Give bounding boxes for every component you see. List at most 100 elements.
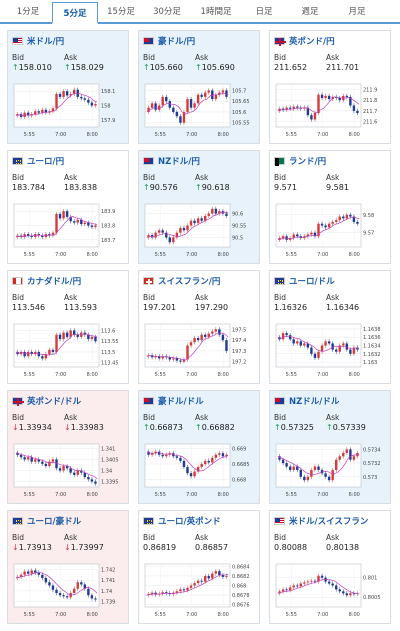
candle-body bbox=[80, 96, 83, 99]
tab-weekly[interactable]: 週足 bbox=[301, 7, 319, 17]
price-chart[interactable]: 197.5 197.4 197.3 197.2 5:55 7:00 8:00 bbox=[143, 321, 256, 379]
candle-body bbox=[204, 334, 207, 337]
bid-label: Bid bbox=[12, 413, 24, 422]
price-chart[interactable]: 90.6 90.55 90.5 5:55 7:00 8:00 bbox=[143, 201, 256, 259]
x-tick-label: 5:55 bbox=[24, 252, 35, 258]
pair-title[interactable]: カナダドル/円 bbox=[12, 275, 81, 287]
currency-card[interactable]: ユーロ/円 Bid Ask 183.784 183.838 183.9 183.8… bbox=[7, 150, 129, 264]
pair-name[interactable]: 豪ドル/円 bbox=[158, 37, 196, 47]
tab-5min[interactable]: 5分足 bbox=[52, 2, 98, 24]
pair-name[interactable]: 英ポンド/ドル bbox=[27, 397, 82, 407]
pair-name[interactable]: 豪ドル/ドル bbox=[158, 397, 204, 407]
currency-card[interactable]: 英ポンド/円 Bid Ask 211.652 211.701 211.9 211.… bbox=[269, 30, 391, 144]
pair-name[interactable]: ユーロ/円 bbox=[27, 157, 65, 167]
bid-label: Bid bbox=[143, 533, 155, 542]
tab-daily[interactable]: 日足 bbox=[255, 7, 273, 17]
price-chart[interactable]: 0.669 0.6685 0.668 5:55 7:00 8:00 bbox=[143, 441, 256, 499]
candle-body bbox=[172, 107, 175, 112]
price-chart[interactable]: 105.7 105.65 105.6 105.55 5:55 7:00 8:00 bbox=[143, 81, 256, 139]
price-chart[interactable]: 0.801 0.8005 5:55 7:00 8:00 bbox=[274, 561, 387, 619]
price-chart[interactable]: 0.5734 0.5732 0.573 5:55 7:00 6:00 bbox=[274, 441, 387, 499]
tab-15min[interactable]: 15分足 bbox=[107, 7, 135, 17]
currency-card[interactable]: 英ポンド/ドル Bid Ask ↓1.33934 ↓1.33983 1.341 1… bbox=[7, 390, 129, 504]
tab-1hour[interactable]: 1時間足 bbox=[200, 7, 232, 17]
currency-card[interactable]: ユーロ/英ポンド Bid Ask 0.86819 0.86857 0.8684 0… bbox=[138, 510, 260, 624]
pair-name[interactable]: 米ドル/スイスフラン bbox=[289, 517, 369, 527]
bid-label: Bid bbox=[274, 53, 286, 62]
pair-name[interactable]: ユーロ/英ポンド bbox=[158, 517, 221, 527]
pair-name[interactable]: カナダドル/円 bbox=[27, 277, 82, 287]
y-tick-label: 113.5 bbox=[101, 350, 115, 356]
y-tick-label: 1.1634 bbox=[363, 344, 381, 350]
currency-card[interactable]: ユーロ/豪ドル Bid Ask ↓1.73913 ↓1.73997 1.742 1… bbox=[7, 510, 129, 624]
currency-card[interactable]: ランド/円 Bid Ask 9.571 9.581 9.58 9.57 5:55 7:… bbox=[269, 150, 391, 264]
price-chart[interactable]: 211.9 211.8 211.7 211.6 5:55 7:00 8:00 bbox=[274, 81, 387, 139]
pair-name[interactable]: NZドル/ドル bbox=[289, 397, 340, 407]
price-chart[interactable]: 183.9 183.8 183.7 5:55 7:00 8:00 bbox=[12, 201, 125, 259]
pair-name[interactable]: ユーロ/ドル bbox=[289, 277, 335, 287]
pair-title[interactable]: ユーロ/ドル bbox=[274, 275, 335, 287]
pair-title[interactable]: NZドル/ドル bbox=[274, 395, 339, 407]
price-chart[interactable]: 1.742 1.741 1.74 1.739 5:55 7:00 8:00 bbox=[12, 561, 125, 619]
pair-title[interactable]: 豪ドル/円 bbox=[143, 35, 195, 47]
candle-body bbox=[320, 575, 324, 578]
price-chart[interactable]: 1.341 1.3405 1.34 1.3395 5:55 7:00 8:00 bbox=[12, 441, 125, 499]
candle-body bbox=[288, 466, 292, 470]
candle-body bbox=[26, 112, 30, 116]
price-chart[interactable]: 0.8684 0.8682 0.868 0.8678 0.8676 5:55 7:00 8:0… bbox=[143, 561, 256, 619]
price-chart[interactable]: 9.58 9.57 5:55 7:00 8:00 bbox=[274, 201, 387, 259]
pair-title[interactable]: ユーロ/豪ドル bbox=[12, 515, 81, 527]
moving-average-line bbox=[277, 335, 360, 352]
pair-title[interactable]: ランド/円 bbox=[274, 155, 326, 167]
pair-title[interactable]: ユーロ/円 bbox=[12, 155, 64, 167]
candle-body bbox=[189, 99, 193, 108]
candle-body bbox=[352, 105, 356, 111]
candle-body bbox=[186, 99, 189, 112]
candle-body bbox=[285, 463, 288, 467]
pair-title[interactable]: 米ドル/円 bbox=[12, 35, 64, 47]
currency-card[interactable]: カナダドル/円 Bid Ask 113.546 113.593 113.6 113… bbox=[7, 270, 129, 384]
moving-average-line bbox=[146, 93, 229, 115]
currency-card[interactable]: 豪ドル/ドル Bid Ask ↑0.66873 ↑0.66882 0.669 0.… bbox=[138, 390, 260, 504]
up-arrow-icon: ↑ bbox=[195, 63, 202, 72]
price-chart[interactable]: 158.1 158 157.9 5:55 7:00 8:00 bbox=[12, 81, 125, 139]
pair-name[interactable]: ユーロ/豪ドル bbox=[27, 517, 82, 527]
candle-body bbox=[331, 96, 334, 100]
tab-30min[interactable]: 30分足 bbox=[153, 7, 181, 17]
tab-monthly[interactable]: 月足 bbox=[348, 7, 366, 17]
candle-body bbox=[310, 347, 313, 354]
candle-body bbox=[193, 583, 196, 586]
candle-body bbox=[186, 225, 189, 231]
candle-body bbox=[186, 467, 189, 474]
chart-svg: 105.7 105.65 105.6 105.55 5:55 7:00 8:00 bbox=[144, 83, 250, 138]
currency-card[interactable]: スイスフラン/円 Bid Ask 197.201 197.290 197.5 19… bbox=[138, 270, 260, 384]
pair-title[interactable]: 米ドル/スイスフラン bbox=[274, 515, 368, 527]
currency-card[interactable]: 米ドル/円 Bid Ask ↑158.010 ↑158.029 158.1 158… bbox=[7, 30, 129, 144]
price-chart[interactable]: 1.1638 1.1636 1.1634 1.1632 1.163 5:55 7:00 8:0… bbox=[274, 321, 387, 379]
price-chart[interactable]: 113.6 113.55 113.5 113.45 5:55 7:00 8:00 bbox=[12, 321, 125, 379]
currency-card[interactable]: 米ドル/スイスフラン Bid Ask 0.80088 0.80138 0.801… bbox=[269, 510, 391, 624]
candle-body bbox=[345, 593, 349, 596]
pair-title[interactable]: 英ポンド/円 bbox=[274, 35, 335, 47]
pair-name[interactable]: スイスフラン/円 bbox=[158, 277, 221, 287]
pair-title[interactable]: NZドル/円 bbox=[143, 155, 200, 167]
pair-title[interactable]: 豪ドル/ドル bbox=[143, 395, 204, 407]
currency-card[interactable]: NZドル/円 Bid Ask ↑90.576 ↑90.618 90.6 90.55… bbox=[138, 150, 260, 264]
bid-value: 1.33934 bbox=[18, 423, 52, 432]
pair-title[interactable]: ユーロ/英ポンド bbox=[143, 515, 221, 527]
candle-body bbox=[168, 101, 171, 108]
candle-body bbox=[225, 575, 228, 577]
currency-card[interactable]: ユーロ/ドル Bid Ask 1.16326 1.16346 1.1638 1.1… bbox=[269, 270, 391, 384]
currency-card[interactable]: 豪ドル/円 Bid Ask ↑105.660 ↑105.690 105.7 105… bbox=[138, 30, 260, 144]
currency-card[interactable]: NZドル/ドル Bid Ask ↑0.57325 ↑0.57339 0.5734… bbox=[269, 390, 391, 504]
pair-title[interactable]: スイスフラン/円 bbox=[143, 275, 220, 287]
x-tick-label: 8:00 bbox=[218, 132, 229, 138]
pair-title[interactable]: 英ポンド/ドル bbox=[12, 395, 81, 407]
candle-body bbox=[168, 237, 171, 243]
pair-name[interactable]: NZドル/円 bbox=[158, 157, 200, 167]
x-tick-label: 5:55 bbox=[155, 492, 166, 498]
pair-name[interactable]: 英ポンド/円 bbox=[289, 37, 335, 47]
pair-name[interactable]: 米ドル/円 bbox=[27, 37, 65, 47]
tab-1min[interactable]: 1分足 bbox=[16, 7, 40, 17]
pair-name[interactable]: ランド/円 bbox=[289, 157, 327, 167]
